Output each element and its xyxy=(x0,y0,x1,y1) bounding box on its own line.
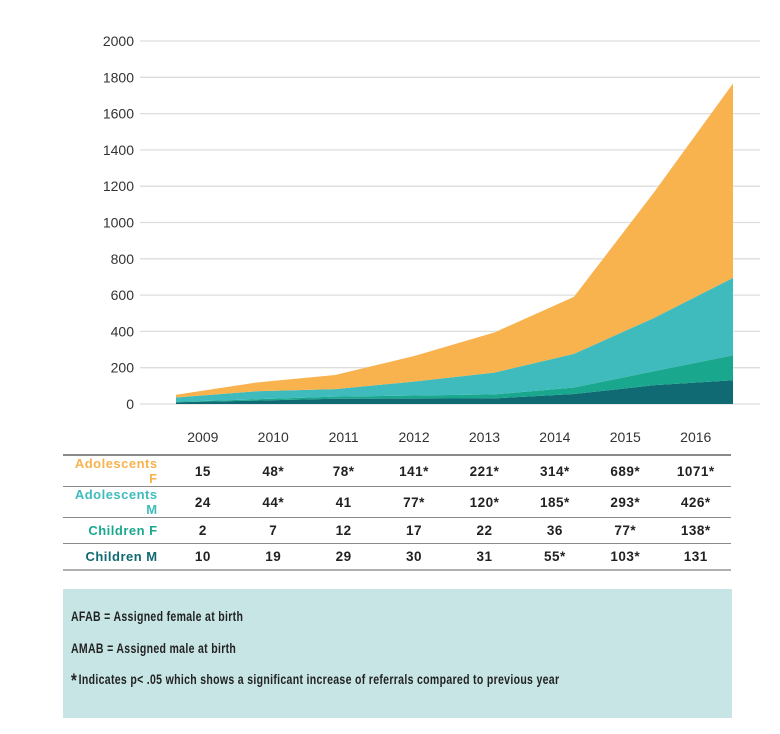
table-cell: 31 xyxy=(449,543,520,571)
table-cell: 689* xyxy=(590,455,661,487)
year-header: 2014 xyxy=(519,420,591,456)
table-cell: 138* xyxy=(660,517,731,544)
notes-box: AFAB = Assigned female at birth AMAB = A… xyxy=(63,589,732,718)
year-header: 2010 xyxy=(238,420,309,456)
table-row: Adolescents F 15 48* 78* 141* 221* 314* 689* 107… xyxy=(63,455,731,487)
table-cell: 77* xyxy=(590,517,661,544)
table-cell: 1071* xyxy=(660,455,731,487)
y-tick-label: 1600 xyxy=(103,106,134,122)
table-cell: 48* xyxy=(238,455,309,487)
table-cell: 293* xyxy=(590,486,661,518)
table-row: Children M 10 19 29 30 31 55* 103* 131 xyxy=(63,543,731,571)
y-tick-label: 200 xyxy=(111,360,135,376)
y-tick-label: 800 xyxy=(111,251,135,267)
year-header: 2013 xyxy=(449,420,520,456)
table-cell: 19 xyxy=(238,543,309,571)
table-cell: 7 xyxy=(238,517,309,544)
table-corner xyxy=(63,420,168,456)
table-cell: 314* xyxy=(519,455,591,487)
table-cell: 131 xyxy=(660,543,731,571)
table-cell: 30 xyxy=(378,543,450,571)
area-adolescents-f xyxy=(176,83,733,398)
table-cell: 78* xyxy=(308,455,379,487)
table-header-row: 2009 2010 2011 2012 2013 2014 2015 2016 xyxy=(63,420,731,456)
row-label: Children F xyxy=(63,517,168,544)
y-tick-label: 1400 xyxy=(103,142,134,158)
gridlines xyxy=(140,40,760,405)
table-cell: 41 xyxy=(308,486,379,518)
area-children-f xyxy=(176,355,733,403)
area-series xyxy=(176,83,733,404)
row-label: Children M xyxy=(63,543,168,571)
table-cell: 221* xyxy=(449,455,520,487)
table-cell: 24 xyxy=(167,486,239,518)
asterisk-symbol: * xyxy=(71,671,78,692)
y-tick-label: 1800 xyxy=(103,69,134,85)
row-label: Adolescents F xyxy=(63,455,168,487)
table-cell: 15 xyxy=(167,455,239,487)
table-cell: 36 xyxy=(519,517,591,544)
table-row: Children F 2 7 12 17 22 36 77* 138* xyxy=(63,517,731,544)
table-cell: 120* xyxy=(449,486,520,518)
y-tick-label: 0 xyxy=(126,396,134,412)
year-header: 2015 xyxy=(590,420,661,456)
table-cell: 103* xyxy=(590,543,661,571)
table-cell: 22 xyxy=(449,517,520,544)
table-cell: 2 xyxy=(167,517,239,544)
year-header: 2012 xyxy=(378,420,450,456)
area-children-m xyxy=(176,380,733,404)
y-tick-label: 2000 xyxy=(103,33,134,49)
y-tick-label: 600 xyxy=(111,287,135,303)
note-significance-text: Indicates p< .05 which shows a significa… xyxy=(78,672,560,687)
table-cell: 55* xyxy=(519,543,591,571)
table-cell: 77* xyxy=(378,486,450,518)
table-cell: 141* xyxy=(378,455,450,487)
year-header: 2009 xyxy=(167,420,239,456)
y-axis-ticks: 0 200 400 600 800 1000 1200 1400 1600 1800 2000 xyxy=(103,33,134,412)
table-cell: 10 xyxy=(167,543,239,571)
y-tick-label: 1200 xyxy=(103,178,134,194)
year-header: 2011 xyxy=(308,420,379,456)
row-label: Adolescents M xyxy=(63,486,168,518)
table-cell: 17 xyxy=(378,517,450,544)
table-cell: 426* xyxy=(660,486,731,518)
table-cell: 29 xyxy=(308,543,379,571)
table-cell: 12 xyxy=(308,517,379,544)
stacked-area-chart: 0 200 400 600 800 1000 1200 1400 1600 1800 2000 xyxy=(103,33,760,412)
table-row: Adolescents M 24 44* 41 77* 120* 185* 293* 426* xyxy=(63,486,731,518)
y-tick-label: 400 xyxy=(111,323,135,339)
area-adolescents-m xyxy=(176,277,733,402)
note-afab: AFAB = Assigned female at birth xyxy=(71,609,244,624)
table-body: Adolescents F 15 48* 78* 141* 221* 314* 689* 107… xyxy=(63,455,731,571)
y-tick-label: 1000 xyxy=(103,215,134,231)
year-header: 2016 xyxy=(660,420,731,456)
table-cell: 185* xyxy=(519,486,591,518)
data-table: 2009 2010 2011 2012 2013 2014 2015 2016 Adolesc… xyxy=(63,420,731,571)
note-amab: AMAB = Assigned male at birth xyxy=(71,641,237,656)
table-cell: 44* xyxy=(238,486,309,518)
note-significance: * Indicates p< .05 which shows a signific… xyxy=(71,671,559,693)
